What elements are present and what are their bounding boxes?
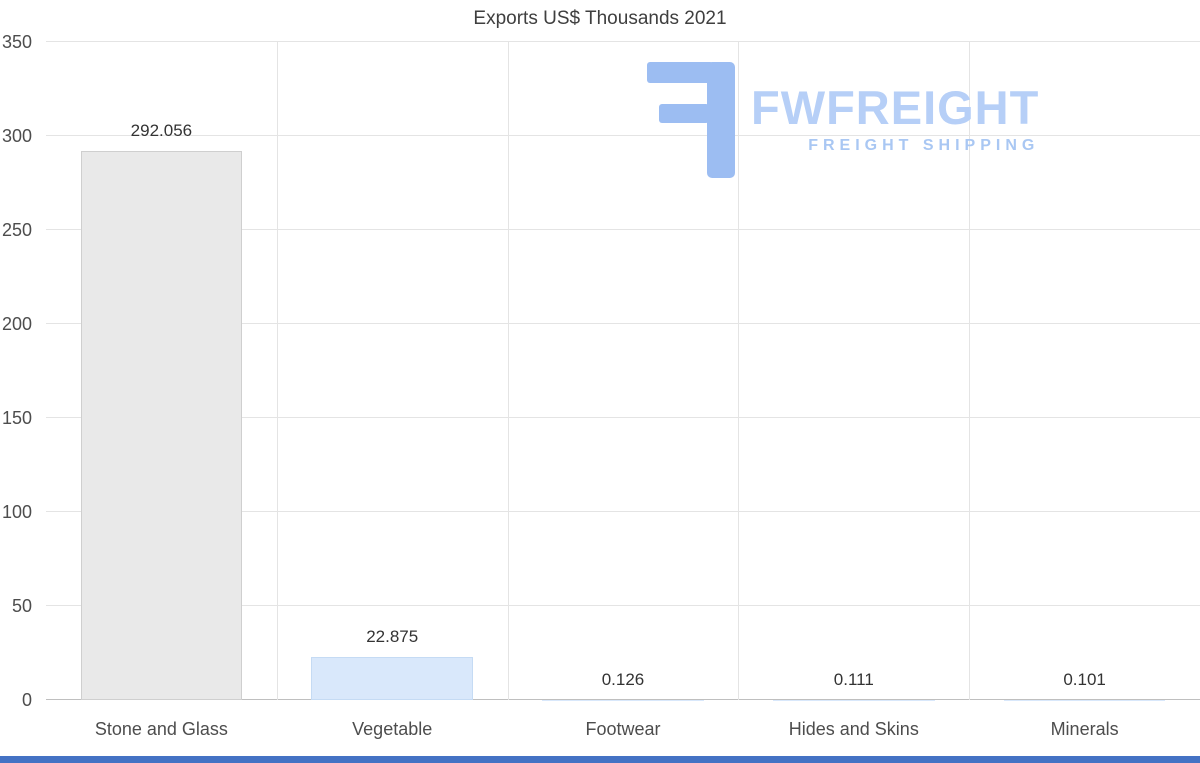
x-axis-label-footwear: Footwear — [585, 719, 661, 739]
logo-tagline-text: FREIGHT SHIPPING — [808, 137, 1040, 154]
x-axis-labels: Stone and Glass Vegetable Footwear Hides an… — [46, 719, 1200, 749]
logo-text: FWFREIGHT FREIGHT SHIPPING — [751, 62, 1039, 155]
y-axis: 0 50 100 150 200 250 300 350 — [0, 33, 38, 709]
x-axis-label-minerals: Minerals — [1050, 719, 1119, 739]
vertical-gridline — [738, 42, 740, 700]
y-tick-label: 150 — [1, 408, 32, 428]
gridline — [46, 41, 1200, 42]
gridline — [46, 511, 1200, 512]
gridline — [46, 605, 1200, 606]
vertical-gridline — [276, 42, 278, 700]
plot-area: 292.056 22.875 0.126 0.111 0.101 — [46, 41, 1200, 700]
y-tick-label: 0 — [21, 690, 32, 710]
footer-accent-bar — [0, 756, 1200, 763]
value-label-hides-and-skins: 0.111 — [833, 669, 874, 689]
watermark-logo: FWFREIGHT FREIGHT SHIPPING — [645, 62, 1039, 180]
gridline — [46, 135, 1200, 136]
y-tick-label: 200 — [1, 314, 32, 334]
x-axis-label-vegetable: Vegetable — [352, 719, 433, 739]
y-tick-label: 50 — [11, 596, 32, 616]
gridline — [46, 323, 1200, 324]
gridline — [46, 417, 1200, 418]
gridline — [46, 699, 1200, 700]
value-label-minerals: 0.101 — [1063, 669, 1106, 689]
x-axis-label-hides-and-skins: Hides and Skins — [788, 719, 919, 739]
bar-stone-and-glass — [80, 150, 243, 700]
y-tick-label: 100 — [1, 502, 32, 522]
value-label-footwear: 0.126 — [601, 669, 645, 689]
value-label-vegetable: 22.875 — [366, 627, 419, 646]
vertical-gridline — [969, 42, 971, 700]
chart-title: Exports US$ Thousands 2021 — [473, 8, 727, 29]
logo-brand-text: FWFREIGHT — [751, 81, 1040, 134]
gridline — [46, 229, 1200, 230]
bar-vegetable — [311, 657, 473, 700]
x-axis-label-stone-and-glass: Stone and Glass — [94, 719, 228, 739]
vertical-gridline — [507, 42, 509, 700]
y-tick-label: 350 — [1, 32, 32, 52]
value-label-stone-and-glass: 292.056 — [130, 120, 193, 140]
logo-icon — [647, 62, 735, 178]
y-tick-label: 300 — [1, 126, 32, 146]
y-tick-label: 250 — [1, 220, 32, 240]
